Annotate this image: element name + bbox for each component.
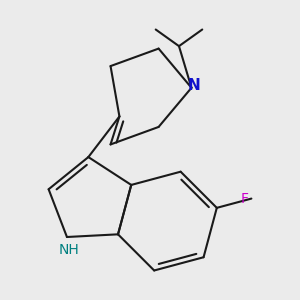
Text: NH: NH <box>59 243 80 257</box>
Text: N: N <box>187 78 200 93</box>
Text: F: F <box>241 192 249 206</box>
